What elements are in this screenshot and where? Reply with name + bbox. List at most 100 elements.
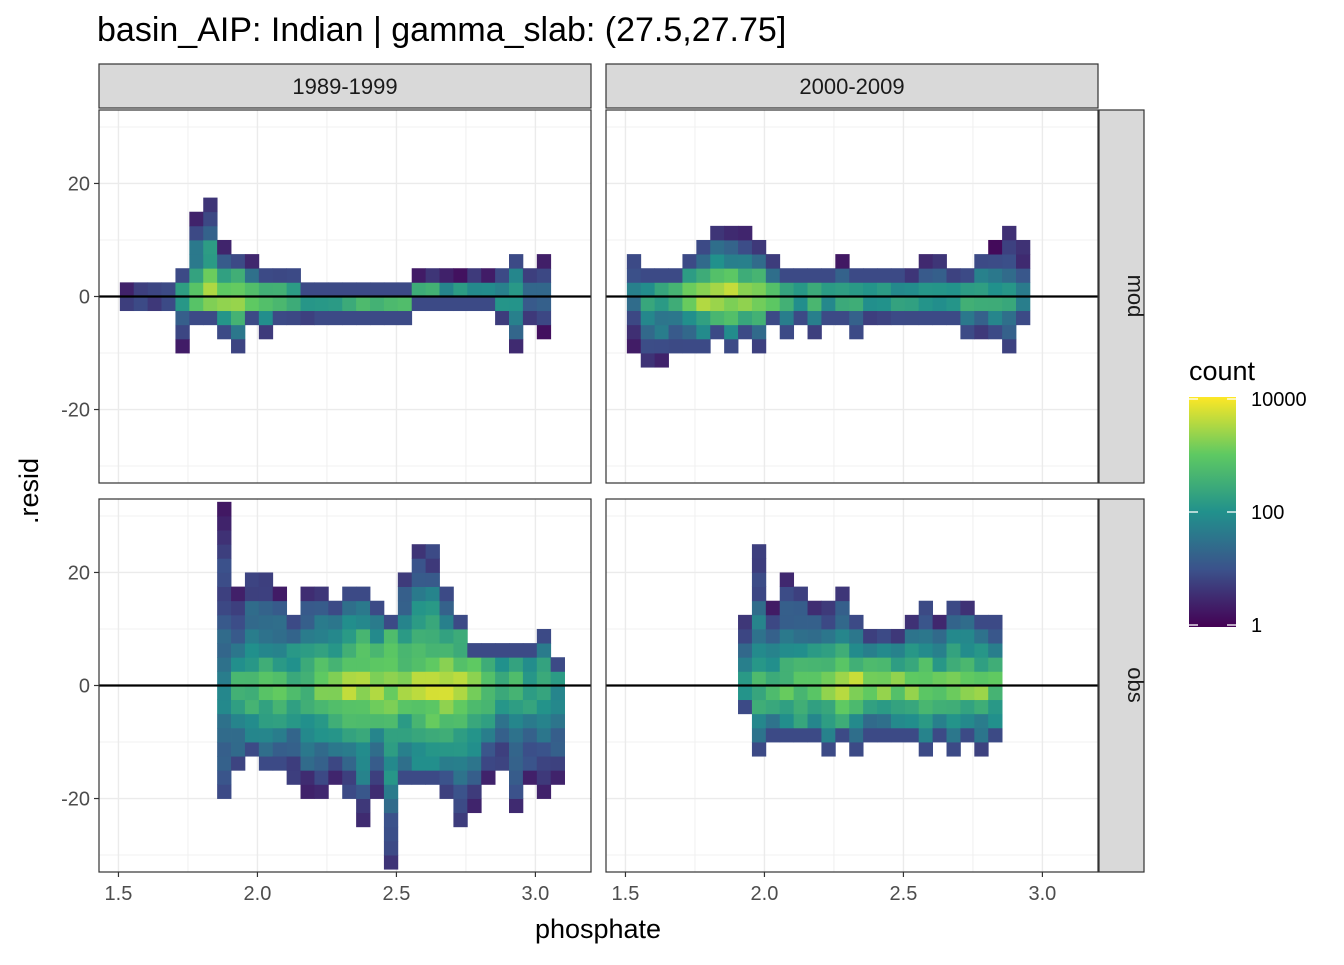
heatmap-bin <box>300 643 315 658</box>
heatmap-bin <box>738 657 753 672</box>
heatmap-bin <box>453 770 468 785</box>
heatmap-bin <box>550 727 565 743</box>
heatmap-bin <box>1016 268 1031 283</box>
heatmap-bin <box>356 657 371 672</box>
heatmap-bin <box>314 756 329 771</box>
heatmap-bin <box>793 268 808 283</box>
heatmap-bin <box>765 296 781 312</box>
heatmap-bin <box>835 282 850 297</box>
heatmap-bin <box>231 310 246 326</box>
heatmap-bin <box>495 268 510 283</box>
heatmap-bin <box>397 282 413 297</box>
heatmap-bin <box>738 628 753 644</box>
heatmap-bin <box>932 685 947 701</box>
heatmap-bin <box>821 713 836 729</box>
heatmap-bin <box>988 254 1003 269</box>
heatmap-bin <box>439 756 454 771</box>
heatmap-bin <box>328 671 343 686</box>
heatmap-bin <box>626 324 642 340</box>
heatmap-bin <box>890 671 906 686</box>
heatmap-bin <box>779 671 795 686</box>
heatmap-bin <box>835 628 850 644</box>
heatmap-bin <box>425 657 440 672</box>
heatmap-bin <box>203 282 218 297</box>
heatmap-bin <box>877 628 892 644</box>
heatmap-bin <box>439 727 454 743</box>
heatmap-bin <box>272 699 288 715</box>
heatmap-bin <box>356 798 371 814</box>
heatmap-bin <box>765 685 781 701</box>
x-tick-label: 1.5 <box>612 883 640 905</box>
heatmap-bin <box>217 268 232 283</box>
heatmap-bin <box>258 614 274 630</box>
heatmap-bin <box>411 572 427 587</box>
heatmap-bin <box>890 685 906 701</box>
heatmap-bin <box>522 282 538 297</box>
heatmap-bin <box>217 600 232 616</box>
heatmap-bin <box>258 699 274 715</box>
heatmap-bin <box>974 657 989 672</box>
heatmap-bin <box>849 727 864 743</box>
heatmap-bin <box>807 614 822 630</box>
heatmap-bin <box>509 296 524 312</box>
heatmap-bin <box>383 699 399 715</box>
heatmap-bin <box>383 784 399 799</box>
heatmap-bin <box>807 643 822 658</box>
heatmap-bin <box>918 713 934 729</box>
heatmap-bin <box>779 727 795 743</box>
heatmap-bin <box>383 614 399 630</box>
heatmap-bin <box>370 614 385 630</box>
heatmap-bin <box>314 586 329 602</box>
panel-border <box>605 109 1099 484</box>
heatmap-bin <box>522 742 538 757</box>
heatmap-bin <box>397 742 413 757</box>
heatmap-bin <box>231 324 246 340</box>
heatmap-bin <box>988 643 1003 658</box>
heatmap-bin <box>807 628 822 644</box>
heatmap-bin <box>974 254 989 269</box>
heatmap-bin <box>974 268 989 283</box>
heatmap-bin <box>272 282 288 297</box>
heatmap-bin <box>272 310 288 326</box>
heatmap-bin <box>356 713 371 729</box>
heatmap-bin <box>821 643 836 658</box>
heatmap-bin <box>988 282 1003 297</box>
heatmap-bin <box>536 713 552 729</box>
heatmap-bin <box>314 282 329 297</box>
heatmap-bin <box>258 643 274 658</box>
x-tick-label: 3.0 <box>1029 883 1057 905</box>
heatmap-bin <box>328 756 343 771</box>
heatmap-bin <box>835 296 850 312</box>
heatmap-bin <box>439 600 454 616</box>
heatmap-bin <box>751 713 767 729</box>
heatmap-bin <box>328 282 343 297</box>
heatmap-bin <box>807 657 822 672</box>
heatmap-bin <box>453 671 468 686</box>
heatmap-bin <box>696 324 711 340</box>
heatmap-bin <box>383 756 399 771</box>
heatmap-bin <box>244 657 260 672</box>
heatmap-bin <box>397 657 413 672</box>
heatmap-bin <box>536 310 552 326</box>
heatmap-bin <box>509 699 524 715</box>
heatmap-bin <box>272 727 288 743</box>
heatmap-bin <box>189 211 204 227</box>
heatmap-bin <box>807 310 822 326</box>
legend-ticks: 10000 100 1 <box>1189 389 1307 637</box>
heatmap-bin <box>918 282 934 297</box>
heatmap-bin <box>536 628 552 644</box>
heatmap-bin <box>286 296 301 312</box>
heatmap-bin <box>300 770 315 785</box>
heatmap-bin <box>640 353 656 368</box>
heatmap-bin <box>231 713 246 729</box>
heatmap-bin <box>932 727 947 743</box>
heatmap-bin <box>738 643 753 658</box>
heatmap-bin <box>988 268 1003 283</box>
heatmap-bin <box>231 756 246 771</box>
heatmap-bin <box>724 310 739 326</box>
heatmap-bin <box>411 558 427 573</box>
heatmap-bin <box>835 268 850 283</box>
heatmap-bin <box>807 671 822 686</box>
heatmap-bin <box>946 699 961 715</box>
